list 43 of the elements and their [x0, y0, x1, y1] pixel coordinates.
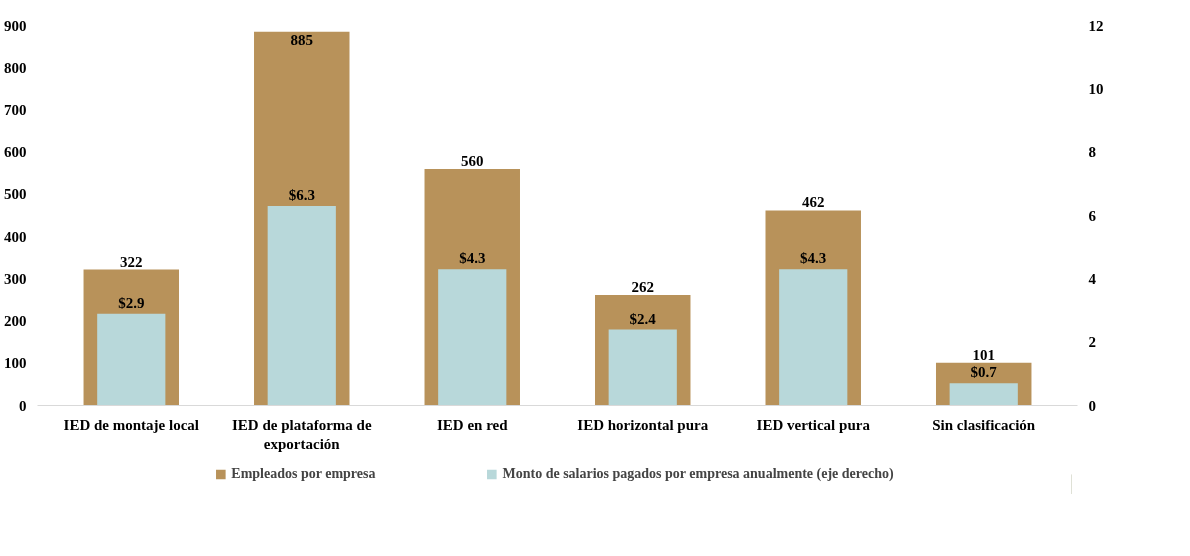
y2-tick-label: 0 [1088, 397, 1096, 414]
y-tick-label: 0 [19, 397, 27, 414]
x-tick-label: IED vertical pura [756, 416, 871, 433]
y-tick-label: 300 [4, 270, 27, 287]
x-tick-label: IED de montaje local [63, 416, 199, 433]
y2-tick-label: 2 [1088, 334, 1096, 351]
data-label: 560 [461, 153, 484, 170]
bar [949, 383, 1018, 406]
y-tick-label: 600 [4, 144, 27, 161]
legend-label: Empleados por empresa [231, 466, 376, 482]
y-tick-label: 900 [4, 17, 27, 34]
data-label: 262 [631, 278, 654, 295]
x-tick-label: IED de plataforma de exportación [231, 416, 372, 452]
data-label: $0.7 [970, 364, 998, 381]
data-label: 101 [972, 346, 995, 363]
data-label: 322 [120, 253, 143, 270]
x-tick-label: Sin clasificación [932, 416, 1036, 433]
bar [779, 269, 848, 406]
y2-tick-label: 12 [1088, 17, 1104, 34]
data-label: $2.4 [629, 310, 657, 327]
data-label: $2.9 [118, 294, 145, 311]
bar [97, 313, 166, 406]
y2-tick-label: 10 [1088, 80, 1104, 97]
data-label: 462 [801, 194, 825, 211]
bar [267, 206, 336, 406]
data-label: $4.3 [800, 250, 827, 267]
y2-tick-label: 6 [1088, 207, 1097, 224]
y2-tick-label: 8 [1088, 144, 1096, 161]
bar [438, 269, 507, 406]
y-tick-label: 100 [4, 355, 27, 372]
x-tick-label: IED horizontal pura [577, 416, 709, 433]
y-tick-label: 700 [4, 101, 27, 118]
bar [608, 329, 677, 406]
data-label: $6.3 [288, 187, 315, 203]
y2-tick-label: 4 [1088, 270, 1097, 287]
data-label: 885 [290, 31, 314, 48]
y-tick-label: 400 [4, 228, 27, 245]
data-label: $4.3 [459, 250, 486, 267]
legend-label: Monto de salarios pagados por empresa anualmente (eje derecho) [502, 466, 894, 482]
x-tick-label: IED en red [436, 416, 509, 433]
y-tick-label: 200 [4, 313, 27, 330]
y-tick-label: 800 [4, 59, 27, 76]
y-tick-label: 500 [4, 186, 27, 203]
